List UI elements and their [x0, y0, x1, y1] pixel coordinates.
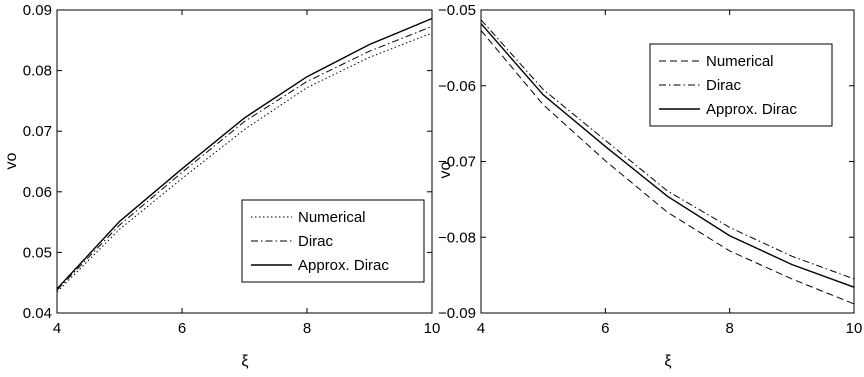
left-legend-label: Numerical [298, 209, 366, 226]
right-x-tick-label: 10 [846, 320, 863, 337]
left-x-tick-label: 8 [303, 320, 311, 337]
left-series-line-dirac [56, 25, 433, 291]
right-plot-panel: 4 6 8 10 −0.09 −0.08 −0.07 −0.06 −0.05 ξ vo Nume… [437, 2, 862, 370]
right-series-line-numerical [480, 30, 855, 305]
left-plot-panel: 4 6 8 10 0.04 0.05 0.06 0.07 0.08 0.09 ξ vo Numer… [3, 2, 440, 370]
right-ticks: 4 6 8 10 −0.09 −0.08 −0.07 −0.06 −0.05 [438, 2, 862, 337]
left-legend-label: Dirac [298, 233, 334, 250]
right-series-line-approx-dirac [480, 23, 855, 288]
right-x-tick-label: 6 [601, 320, 609, 337]
right-series-line-dirac [480, 19, 855, 280]
right-x-tick-label: 4 [477, 320, 485, 337]
left-y-tick-label: 0.07 [23, 123, 52, 140]
right-x-tick-label: 8 [725, 320, 733, 337]
right-legend-label: Numerical [706, 53, 774, 70]
left-x-axis-label: ξ [241, 353, 248, 370]
left-y-tick-label: 0.08 [23, 63, 52, 80]
left-plot-frame [56, 9, 433, 314]
right-y-axis-label: vo [437, 161, 454, 178]
right-legend-label: Approx. Dirac [706, 101, 797, 118]
left-ticks: 4 6 8 10 0.04 0.05 0.06 0.07 0.08 0.09 [23, 2, 441, 337]
left-series-line-approx-dirac [56, 17, 433, 290]
left-legend-label: Approx. Dirac [298, 257, 389, 274]
left-y-tick-label: 0.05 [23, 244, 52, 261]
right-y-tick-label: −0.05 [438, 2, 476, 19]
left-series-lines [56, 17, 433, 293]
left-y-tick-label: 0.06 [23, 184, 52, 201]
right-series-lines [480, 19, 855, 305]
left-y-tick-label: 0.09 [23, 2, 52, 19]
right-y-tick-label: −0.08 [438, 229, 476, 246]
left-x-tick-label: 10 [424, 320, 441, 337]
left-legend: Numerical Dirac Approx. Dirac [241, 199, 425, 283]
left-series-line-numerical [56, 32, 433, 293]
left-y-axis-label: vo [3, 152, 20, 169]
left-y-tick-label: 0.04 [23, 305, 52, 322]
right-legend-label: Dirac [706, 77, 742, 94]
left-x-tick-label: 4 [53, 320, 61, 337]
right-legend: Numerical Dirac Approx. Dirac [649, 43, 833, 127]
right-x-axis-label: ξ [664, 353, 671, 370]
right-y-tick-label: −0.09 [438, 305, 476, 322]
left-x-tick-label: 6 [178, 320, 186, 337]
right-y-tick-label: −0.07 [438, 154, 476, 171]
right-y-tick-label: −0.06 [438, 78, 476, 95]
